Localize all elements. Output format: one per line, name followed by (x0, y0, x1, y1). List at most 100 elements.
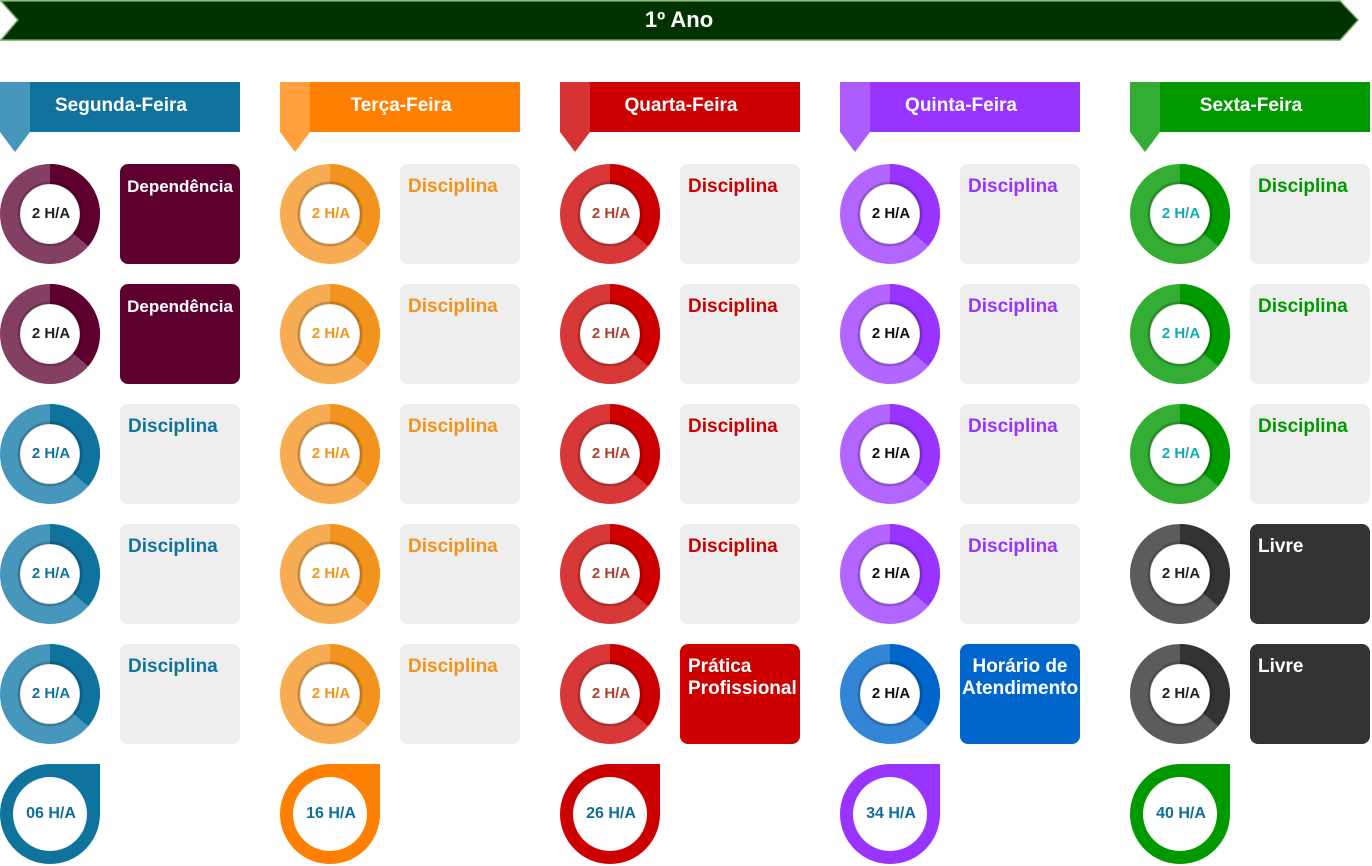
class-slot: 2 H/A Disciplina (840, 284, 1090, 386)
day-ribbon (840, 82, 1080, 152)
hours-ring: 2 H/A (0, 284, 102, 386)
hours-label: 2 H/A (31, 445, 71, 462)
class-slot: 2 H/A Disciplina (280, 164, 530, 266)
day-header: Segunda-Feira (0, 82, 242, 154)
hours-ring: 2 H/A (1130, 644, 1232, 746)
day-name: Quinta-Feira (905, 95, 1017, 116)
day-name: Terça-Feira (350, 95, 452, 116)
subject-card: Disciplina (120, 404, 240, 504)
class-slot: 2 H/A Disciplina (840, 404, 1090, 506)
ring-graphic (280, 404, 380, 504)
hours-label: 2 H/A (871, 205, 911, 222)
subject-card: Livre (1250, 524, 1370, 624)
class-slot: 2 H/A Disciplina (0, 524, 250, 626)
hours-label: 2 H/A (591, 685, 631, 702)
subject-card: Disciplina (400, 404, 520, 504)
subject-card: Disciplina (680, 164, 800, 264)
day-header: Quinta-Feira (840, 82, 1082, 154)
ring-graphic (560, 644, 660, 744)
hours-ring: 2 H/A (0, 524, 102, 626)
hours-ring: 2 H/A (840, 284, 942, 386)
class-slot: 2 H/A Disciplina (840, 524, 1090, 626)
class-slot: 2 H/A Disciplina (0, 404, 250, 506)
class-slot: 2 H/A Livre (1130, 524, 1372, 626)
day-column: Segunda-Feira 2 H/A Dependência 2 H/A Depend… (0, 82, 250, 865)
class-slot: 2 H/A Disciplina (280, 524, 530, 626)
hours-label: 2 H/A (31, 205, 71, 222)
ring-graphic (1130, 644, 1230, 744)
total-hours-label: 34 H/A (866, 805, 916, 822)
hours-label: 2 H/A (871, 445, 911, 462)
ring-graphic (560, 524, 660, 624)
hours-ring: 2 H/A (280, 644, 382, 746)
day-ribbon (280, 82, 520, 152)
day-name: Sexta-Feira (1199, 95, 1303, 116)
ring-graphic (1130, 404, 1230, 504)
class-slot: 2 H/A Disciplina (560, 164, 810, 266)
ring-graphic (0, 404, 100, 504)
hours-ring: 2 H/A (280, 164, 382, 266)
hours-label: 2 H/A (311, 565, 351, 582)
class-slot: 2 H/A Disciplina (280, 644, 530, 746)
hours-label: 2 H/A (1161, 565, 1201, 582)
hours-label: 2 H/A (31, 565, 71, 582)
ring-graphic (0, 524, 100, 624)
hours-label: 2 H/A (311, 685, 351, 702)
ring-graphic (0, 284, 100, 384)
class-slot: 2 H/A Disciplina (1130, 284, 1372, 386)
hours-label: 2 H/A (591, 445, 631, 462)
ring-graphic (1130, 284, 1230, 384)
total-hours-badge: 34 H/A (840, 764, 942, 866)
hours-ring: 2 H/A (560, 404, 662, 506)
hours-label: 2 H/A (591, 565, 631, 582)
day-column: Quinta-Feira 2 H/A Disciplina 2 H/A Discipli… (840, 82, 1090, 865)
ring-graphic (840, 524, 940, 624)
class-slot: 2 H/A Dependência (0, 164, 250, 266)
class-slot: 2 H/A Horário de Atendimento (840, 644, 1090, 746)
hours-ring: 2 H/A (280, 404, 382, 506)
subject-card: Horário de Atendimento (960, 644, 1080, 744)
subject-card: Dependência (120, 164, 240, 264)
hours-ring: 2 H/A (0, 164, 102, 266)
day-ribbon (0, 82, 240, 152)
ring-graphic (1130, 164, 1230, 264)
total-drop-shape (0, 764, 100, 864)
page-title: 1º Ano (644, 7, 714, 32)
class-slot: 2 H/A Disciplina (0, 644, 250, 746)
class-slot: 2 H/A Dependência (0, 284, 250, 386)
total-hours-badge: 26 H/A (560, 764, 662, 866)
day-ribbon (560, 82, 800, 152)
ring-graphic (280, 644, 380, 744)
ring-graphic (840, 404, 940, 504)
ring-graphic (840, 284, 940, 384)
class-slot: 2 H/A Disciplina (560, 284, 810, 386)
class-slot: 2 H/A Disciplina (280, 284, 530, 386)
ring-graphic (280, 524, 380, 624)
hours-ring: 2 H/A (280, 524, 382, 626)
total-hours-badge: 06 H/A (0, 764, 102, 866)
hours-ring: 2 H/A (560, 164, 662, 266)
hours-ring: 2 H/A (840, 644, 942, 746)
class-slot: 2 H/A Disciplina (1130, 164, 1372, 266)
total-hours-badge: 16 H/A (280, 764, 382, 866)
subject-card: Disciplina (1250, 404, 1370, 504)
day-header: Quarta-Feira (560, 82, 802, 154)
day-name: Segunda-Feira (55, 95, 187, 116)
day-ribbon (1130, 82, 1370, 152)
subject-card: Disciplina (680, 284, 800, 384)
subject-card: Disciplina (400, 164, 520, 264)
hours-ring: 2 H/A (1130, 404, 1232, 506)
subject-card: Livre (1250, 644, 1370, 744)
hours-ring: 2 H/A (840, 164, 942, 266)
total-drop-shape (560, 764, 660, 864)
day-header: Sexta-Feira (1130, 82, 1372, 154)
total-hours-badge: 40 H/A (1130, 764, 1232, 866)
day-column: Sexta-Feira 2 H/A Disciplina 2 H/A Disciplin… (1130, 82, 1372, 865)
ring-graphic (840, 644, 940, 744)
hours-label: 2 H/A (591, 325, 631, 342)
ring-graphic (280, 164, 380, 264)
class-slot: 2 H/A Prática Profissional (560, 644, 810, 746)
ring-graphic (280, 284, 380, 384)
ring-graphic (1130, 524, 1230, 624)
class-slot: 2 H/A Disciplina (560, 524, 810, 626)
